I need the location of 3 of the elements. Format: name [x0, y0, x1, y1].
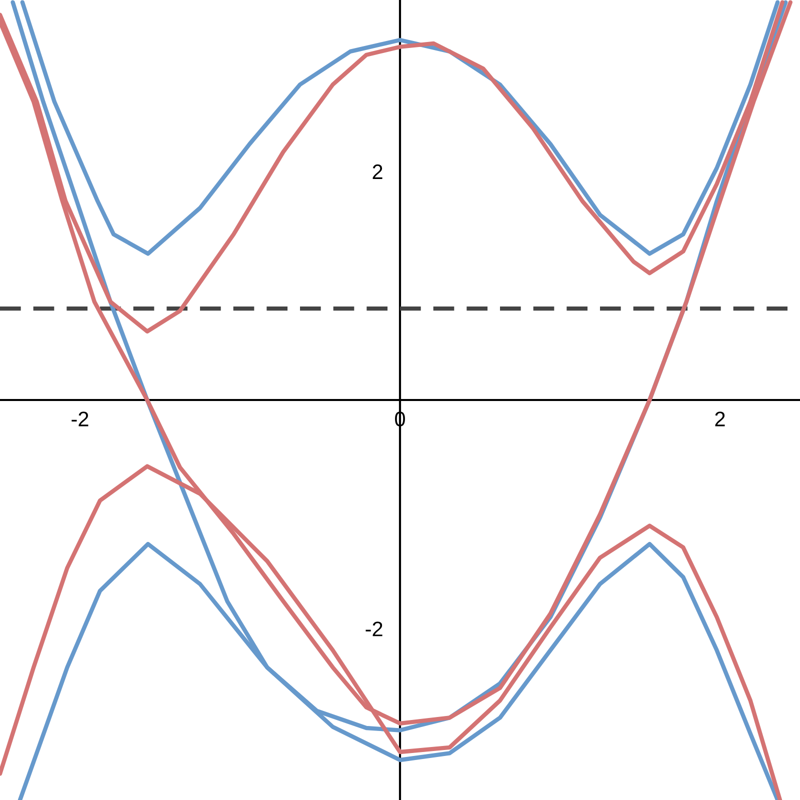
x-tick-label: 2 [715, 412, 725, 426]
line-series [20, 0, 780, 256]
x-tick-label: -2 [72, 412, 88, 426]
